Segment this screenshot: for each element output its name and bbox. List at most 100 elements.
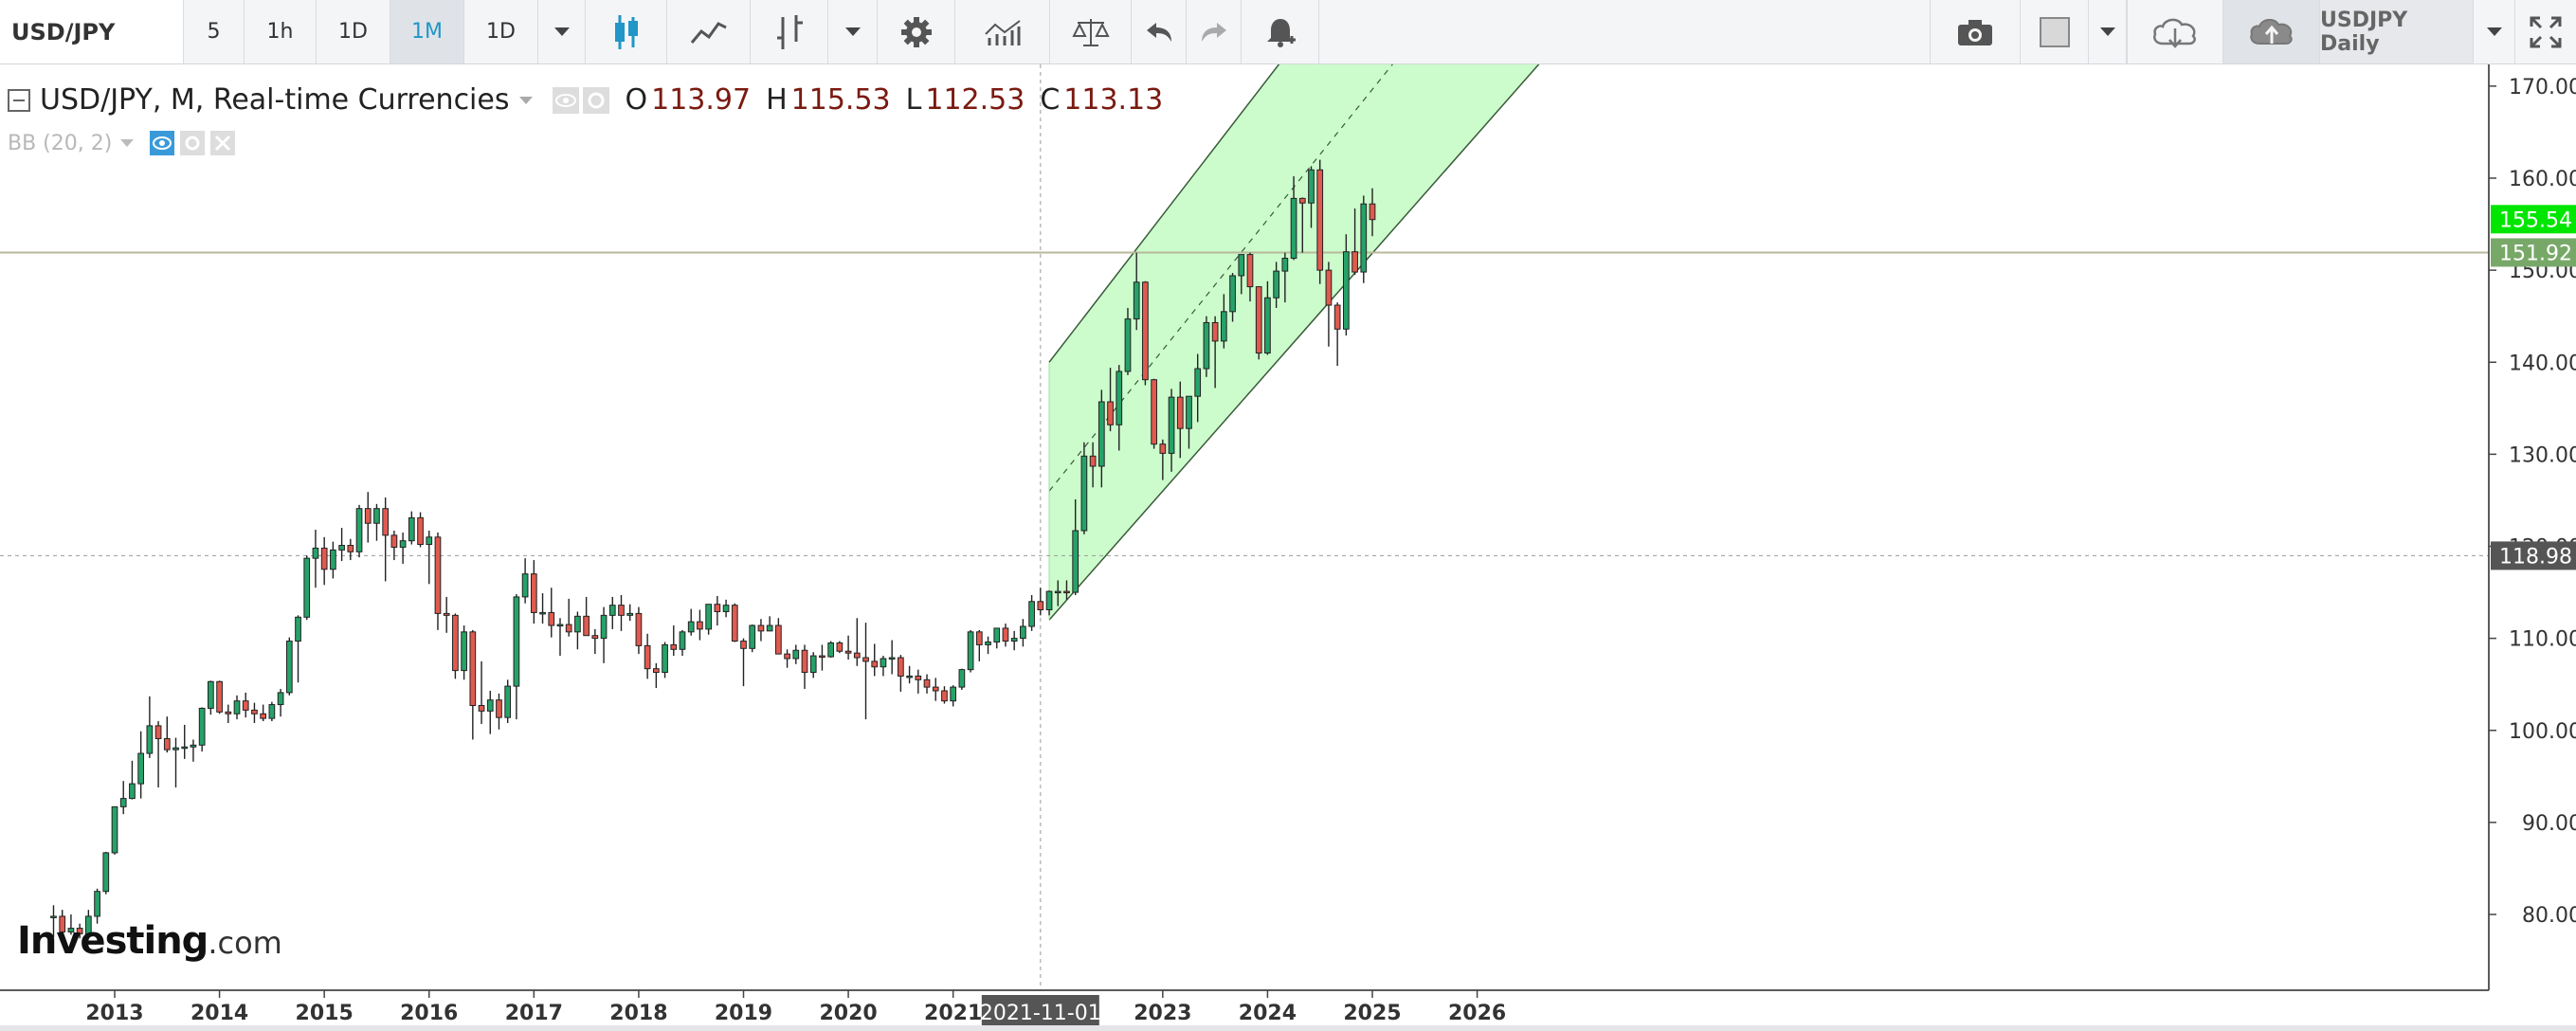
- candle-body: [364, 508, 372, 524]
- candle: [662, 642, 668, 678]
- candle: [338, 528, 345, 562]
- collapse-legend-icon[interactable]: [8, 88, 30, 112]
- layout-name-label[interactable]: USDJPY Daily: [2320, 0, 2474, 63]
- chevron-down-icon[interactable]: [119, 138, 135, 148]
- candle-body: [583, 615, 590, 637]
- candle-body: [880, 658, 887, 668]
- alert-button[interactable]: [1242, 0, 1319, 63]
- fullscreen-icon: [2530, 16, 2562, 47]
- candle: [714, 595, 721, 626]
- compare-icon: [1071, 18, 1110, 46]
- candle-body: [1002, 627, 1009, 642]
- candle-body: [1325, 269, 1333, 306]
- undo-button[interactable]: [1132, 0, 1187, 63]
- eye-icon[interactable]: [150, 131, 175, 155]
- interval-1h-button[interactable]: 1h: [245, 0, 317, 63]
- interval-1d-button[interactable]: 1D: [317, 0, 390, 63]
- interval-dropdown-button[interactable]: [538, 0, 586, 63]
- candle-body: [687, 621, 695, 633]
- candle-body: [94, 891, 100, 917]
- candle-body: [1194, 368, 1202, 397]
- candle: [1211, 316, 1219, 389]
- candle: [652, 662, 660, 689]
- background-color-button[interactable]: [2021, 0, 2089, 63]
- chevron-down-icon[interactable]: [518, 96, 534, 105]
- candle-body: [923, 678, 931, 688]
- low-value: 112.53: [925, 83, 1025, 117]
- indicators-button[interactable]: [955, 0, 1050, 63]
- candles-chart-button[interactable]: [586, 0, 667, 63]
- layout-dropdown-button[interactable]: [2474, 0, 2515, 63]
- candle: [600, 606, 608, 663]
- candle: [1229, 273, 1236, 322]
- candle-body: [740, 641, 747, 649]
- candle-body: [50, 915, 57, 918]
- cloud-download-icon: [2153, 18, 2196, 48]
- candle-body: [853, 652, 861, 659]
- candle-body: [644, 644, 651, 670]
- candle-body: [513, 596, 520, 687]
- price-chart[interactable]: 80.0090.00100.00110.00120.00130.00140.00…: [0, 64, 2576, 1027]
- bottom-scroll-strip[interactable]: [0, 1025, 2576, 1031]
- candle: [1045, 590, 1053, 616]
- candle: [1290, 176, 1297, 261]
- logo-domain: .com: [208, 925, 282, 961]
- candle-body: [1308, 169, 1315, 204]
- candle-body: [225, 711, 232, 714]
- candle-body: [373, 508, 380, 524]
- compare-button[interactable]: [1050, 0, 1132, 63]
- x-tick-label: 2014: [190, 1002, 248, 1025]
- x-tick-label: 2015: [296, 1002, 354, 1025]
- snapshot-button[interactable]: [1930, 0, 2021, 63]
- candle-body: [390, 534, 398, 548]
- save-layout-button[interactable]: [2223, 0, 2320, 63]
- chart-area[interactable]: 80.0090.00100.00110.00120.00130.00140.00…: [0, 64, 2576, 1027]
- candle-body: [749, 624, 756, 649]
- candle-body: [1072, 530, 1079, 593]
- fullscreen-button[interactable]: [2515, 0, 2576, 63]
- candle-body: [303, 557, 311, 618]
- camera-icon: [1958, 19, 1992, 45]
- candle: [1124, 307, 1132, 375]
- eye-icon[interactable]: [553, 86, 580, 114]
- candle: [251, 702, 258, 723]
- candle-body: [1142, 281, 1149, 381]
- settings-button[interactable]: [878, 0, 955, 63]
- redo-button[interactable]: [1187, 0, 1242, 63]
- gear-icon[interactable]: [180, 131, 206, 155]
- candle: [1037, 588, 1044, 616]
- close-icon[interactable]: [210, 131, 236, 155]
- candle: [119, 781, 127, 815]
- candle: [461, 625, 467, 680]
- candle: [260, 704, 267, 722]
- bars-chart-button[interactable]: [751, 0, 828, 63]
- candle-body: [1045, 590, 1053, 611]
- candle-body: [679, 631, 686, 650]
- chevron-down-icon: [2486, 27, 2502, 36]
- candle: [469, 629, 477, 740]
- interval-1m-button[interactable]: 1M: [390, 0, 464, 63]
- candle: [382, 497, 390, 582]
- candle-body: [1290, 197, 1297, 259]
- symbol-search-box[interactable]: USD/JPY: [0, 0, 184, 63]
- candle: [504, 679, 512, 723]
- interval-custom-button[interactable]: 1D: [464, 0, 538, 63]
- candle: [836, 641, 844, 654]
- gear-icon[interactable]: [583, 86, 610, 114]
- candle-body: [1080, 455, 1088, 532]
- candle: [556, 618, 564, 657]
- candle: [1020, 619, 1026, 647]
- candle: [111, 805, 118, 855]
- candle-body: [338, 545, 345, 551]
- load-layout-button[interactable]: [2127, 0, 2223, 63]
- chevron-down-icon: [2099, 27, 2115, 36]
- chart-type-dropdown-button[interactable]: [828, 0, 878, 63]
- candle-body: [731, 605, 738, 642]
- color-dropdown-button[interactable]: [2089, 0, 2127, 63]
- candle-body: [84, 915, 92, 934]
- interval-5-button[interactable]: 5: [184, 0, 245, 63]
- candle: [1246, 252, 1254, 302]
- line-chart-button[interactable]: [667, 0, 751, 63]
- x-tick-label: 2026: [1448, 1002, 1506, 1025]
- candle-body: [382, 508, 390, 536]
